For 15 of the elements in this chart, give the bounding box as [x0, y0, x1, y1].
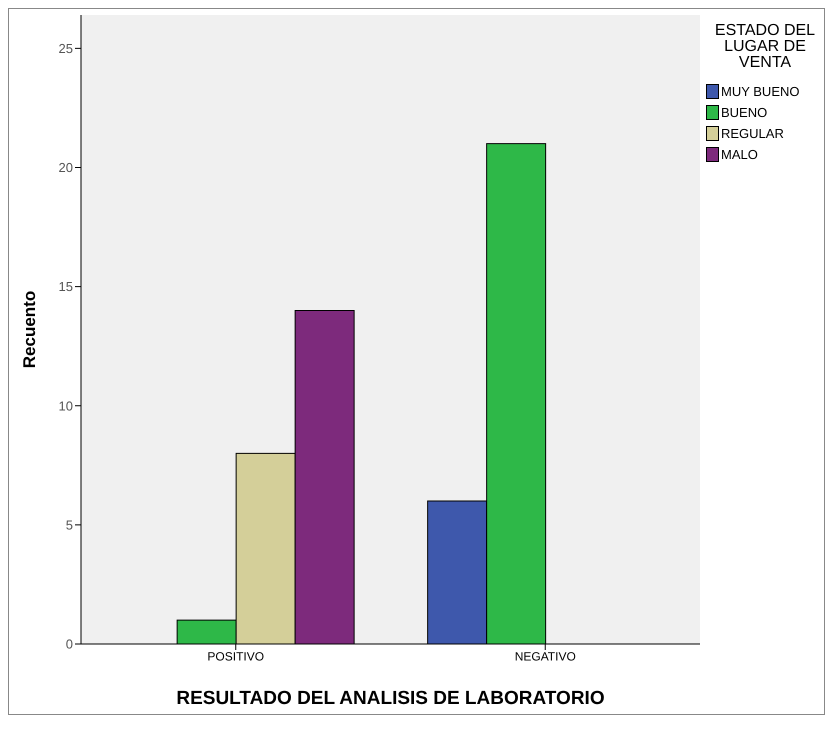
legend-label: MALO: [720, 146, 759, 164]
legend-label: MUY BUENO: [720, 83, 800, 101]
y-tick-label: 10: [58, 398, 73, 414]
y-tick-label: 20: [58, 160, 73, 176]
x-tick-label: NEGATIVO: [514, 650, 576, 664]
y-tick-label: 25: [58, 40, 73, 56]
y-tick-label: 5: [66, 517, 73, 532]
legend-title: ESTADO DEL LUGAR DE VENTA: [714, 22, 816, 71]
y-tick-label: 0: [66, 636, 73, 652]
legend-label: BUENO: [720, 104, 768, 122]
x-tick-label: POSITIVO: [207, 650, 264, 664]
y-axis-title: Recuento: [20, 290, 40, 368]
y-tick-label: 15: [58, 279, 73, 294]
legend-label: REGULAR: [720, 125, 785, 143]
x-axis-title: RESULTADO DEL ANALISIS DE LABORATORIO: [176, 688, 605, 709]
